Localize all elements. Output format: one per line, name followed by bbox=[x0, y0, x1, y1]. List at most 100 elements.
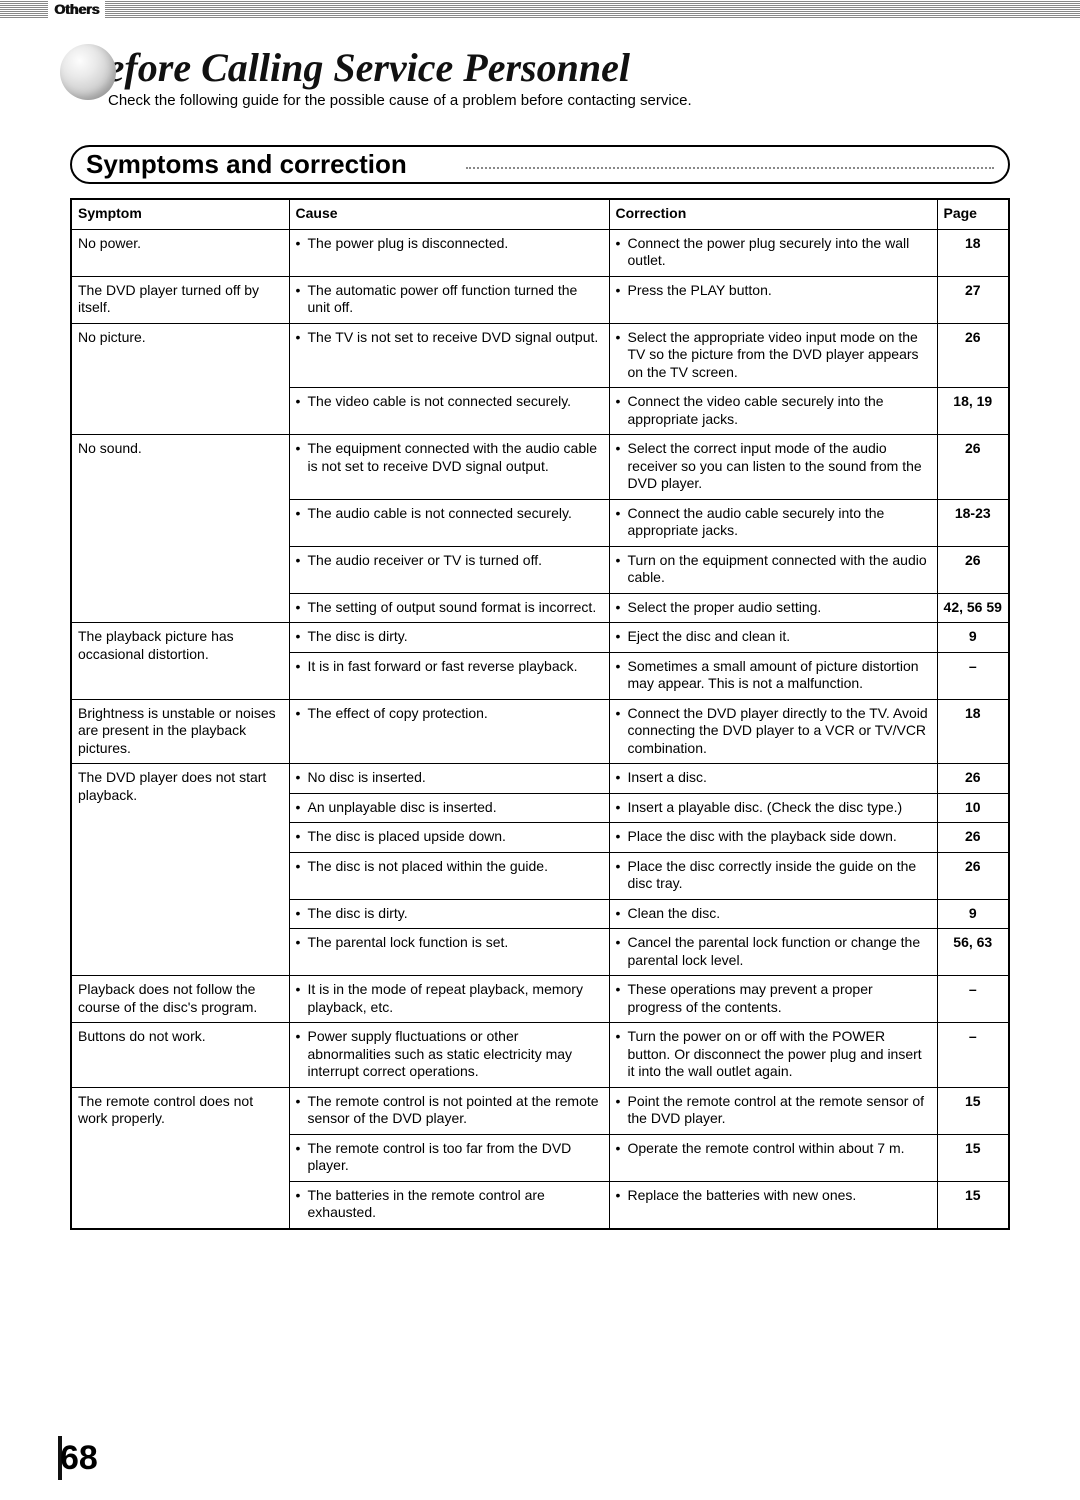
bullet-icon: • bbox=[616, 329, 628, 382]
page-cell: 18 bbox=[937, 229, 1009, 276]
bullet-icon: • bbox=[296, 628, 308, 646]
page-cell: 42, 56 59 bbox=[937, 593, 1009, 623]
table-cell: •The effect of copy protection. bbox=[289, 699, 609, 764]
table-row: The playback picture has occasional dist… bbox=[71, 623, 1009, 653]
page-cell: 9 bbox=[937, 623, 1009, 653]
bullet-icon: • bbox=[616, 658, 628, 693]
bullet-icon: • bbox=[616, 393, 628, 428]
bullet-icon: • bbox=[296, 282, 308, 317]
table-cell: •Place the disc correctly inside the gui… bbox=[609, 852, 937, 899]
bullet-icon: • bbox=[296, 329, 308, 347]
bullet-icon: • bbox=[296, 705, 308, 723]
table-row: Brightness is unstable or noises are pre… bbox=[71, 699, 1009, 764]
table-cell: •Insert a playable disc. (Check the disc… bbox=[609, 793, 937, 823]
page-cell: 18-23 bbox=[937, 499, 1009, 546]
table-row: No power.•The power plug is disconnected… bbox=[71, 229, 1009, 276]
bullet-icon: • bbox=[616, 858, 628, 893]
page-cell: – bbox=[937, 652, 1009, 699]
section-heading-box: Symptoms and correction bbox=[70, 145, 1010, 184]
table-cell: •The audio cable is not connected secure… bbox=[289, 499, 609, 546]
cell-text: Select the proper audio setting. bbox=[628, 599, 931, 617]
cell-text: These operations may prevent a proper pr… bbox=[628, 981, 931, 1016]
cell-text: Power supply fluctuations or other abnor… bbox=[308, 1028, 603, 1081]
table-cell: •Select the proper audio setting. bbox=[609, 593, 937, 623]
table-cell: •Turn the power on or off with the POWER… bbox=[609, 1023, 937, 1088]
table-cell: •The audio receiver or TV is turned off. bbox=[289, 546, 609, 593]
cell-text: The effect of copy protection. bbox=[308, 705, 603, 723]
page-cell: – bbox=[937, 1023, 1009, 1088]
bullet-icon: • bbox=[296, 393, 308, 411]
bullet-icon: • bbox=[296, 1093, 308, 1128]
cell-text: Connect the video cable securely into th… bbox=[628, 393, 931, 428]
manual-page: Others Before Calling Service Personnel … bbox=[0, 0, 1080, 1500]
bullet-icon: • bbox=[296, 1140, 308, 1175]
page-cell: 15 bbox=[937, 1134, 1009, 1181]
table-cell: •An unplayable disc is inserted. bbox=[289, 793, 609, 823]
cell-text: Turn the power on or off with the POWER … bbox=[628, 1028, 931, 1081]
bullet-icon: • bbox=[616, 828, 628, 846]
table-row: The remote control does not work properl… bbox=[71, 1087, 1009, 1134]
table-cell: •Select the correct input mode of the au… bbox=[609, 435, 937, 500]
page-cell: 26 bbox=[937, 852, 1009, 899]
cell-text: The audio receiver or TV is turned off. bbox=[308, 552, 603, 570]
cell-text: The parental lock function is set. bbox=[308, 934, 603, 952]
cell-text: The TV is not set to receive DVD signal … bbox=[308, 329, 603, 347]
cell-text: Eject the disc and clean it. bbox=[628, 628, 931, 646]
cell-text: The remote control is not pointed at the… bbox=[308, 1093, 603, 1128]
cell-text: An unplayable disc is inserted. bbox=[308, 799, 603, 817]
table-cell: •Connect the power plug securely into th… bbox=[609, 229, 937, 276]
table-cell: •Connect the audio cable securely into t… bbox=[609, 499, 937, 546]
symptom-cell: No sound. bbox=[71, 435, 289, 623]
col-symptom: Symptom bbox=[71, 199, 289, 229]
symptom-cell: No picture. bbox=[71, 323, 289, 435]
bullet-icon: • bbox=[616, 981, 628, 1016]
col-page: Page bbox=[937, 199, 1009, 229]
table-cell: •The disc is dirty. bbox=[289, 623, 609, 653]
bullet-icon: • bbox=[296, 799, 308, 817]
cell-text: Turn on the equipment connected with the… bbox=[628, 552, 931, 587]
bullet-icon: • bbox=[616, 599, 628, 617]
bullet-icon: • bbox=[616, 769, 628, 787]
page-cell: 26 bbox=[937, 546, 1009, 593]
bullet-icon: • bbox=[296, 1028, 308, 1081]
page-subtitle: Check the following guide for the possib… bbox=[108, 92, 1080, 109]
symptom-cell: The playback picture has occasional dist… bbox=[71, 623, 289, 700]
cell-text: The audio cable is not connected securel… bbox=[308, 505, 603, 523]
page-cell: 15 bbox=[937, 1087, 1009, 1134]
section-heading: Symptoms and correction bbox=[86, 149, 415, 180]
table-cell: •The remote control is too far from the … bbox=[289, 1134, 609, 1181]
table-body: No power.•The power plug is disconnected… bbox=[71, 229, 1009, 1229]
page-cell: – bbox=[937, 976, 1009, 1023]
cell-text: Connect the DVD player directly to the T… bbox=[628, 705, 931, 758]
table-cell: •The remote control is not pointed at th… bbox=[289, 1087, 609, 1134]
section-tab-label: Others bbox=[48, 0, 105, 18]
bullet-icon: • bbox=[296, 981, 308, 1016]
col-cause: Cause bbox=[289, 199, 609, 229]
cell-text: Select the appropriate video input mode … bbox=[628, 329, 931, 382]
cell-text: Cancel the parental lock function or cha… bbox=[628, 934, 931, 969]
table-cell: •Insert a disc. bbox=[609, 764, 937, 794]
table-cell: •The video cable is not connected secure… bbox=[289, 388, 609, 435]
page-number: 68 bbox=[60, 1439, 98, 1478]
cell-text: The disc is dirty. bbox=[308, 628, 603, 646]
table-cell: •Connect the DVD player directly to the … bbox=[609, 699, 937, 764]
table-row: The DVD player does not start playback.•… bbox=[71, 764, 1009, 794]
table-cell: •Replace the batteries with new ones. bbox=[609, 1181, 937, 1229]
page-cell: 18 bbox=[937, 699, 1009, 764]
bullet-icon: • bbox=[616, 1093, 628, 1128]
cell-text: Sometimes a small amount of picture dist… bbox=[628, 658, 931, 693]
table-row: No picture.•The TV is not set to receive… bbox=[71, 323, 1009, 388]
page-cell: 9 bbox=[937, 899, 1009, 929]
table-head: Symptom Cause Correction Page bbox=[71, 199, 1009, 229]
bullet-icon: • bbox=[296, 905, 308, 923]
table-cell: •Select the appropriate video input mode… bbox=[609, 323, 937, 388]
title-area: Before Calling Service Personnel Check t… bbox=[0, 18, 1080, 109]
bullet-icon: • bbox=[616, 505, 628, 540]
cell-text: Connect the audio cable securely into th… bbox=[628, 505, 931, 540]
table-cell: •No disc is inserted. bbox=[289, 764, 609, 794]
section-divider bbox=[466, 167, 994, 169]
cell-text: The setting of output sound format is in… bbox=[308, 599, 603, 617]
page-title: Before Calling Service Personnel bbox=[80, 48, 1080, 88]
page-cell: 27 bbox=[937, 276, 1009, 323]
bullet-icon: • bbox=[296, 828, 308, 846]
